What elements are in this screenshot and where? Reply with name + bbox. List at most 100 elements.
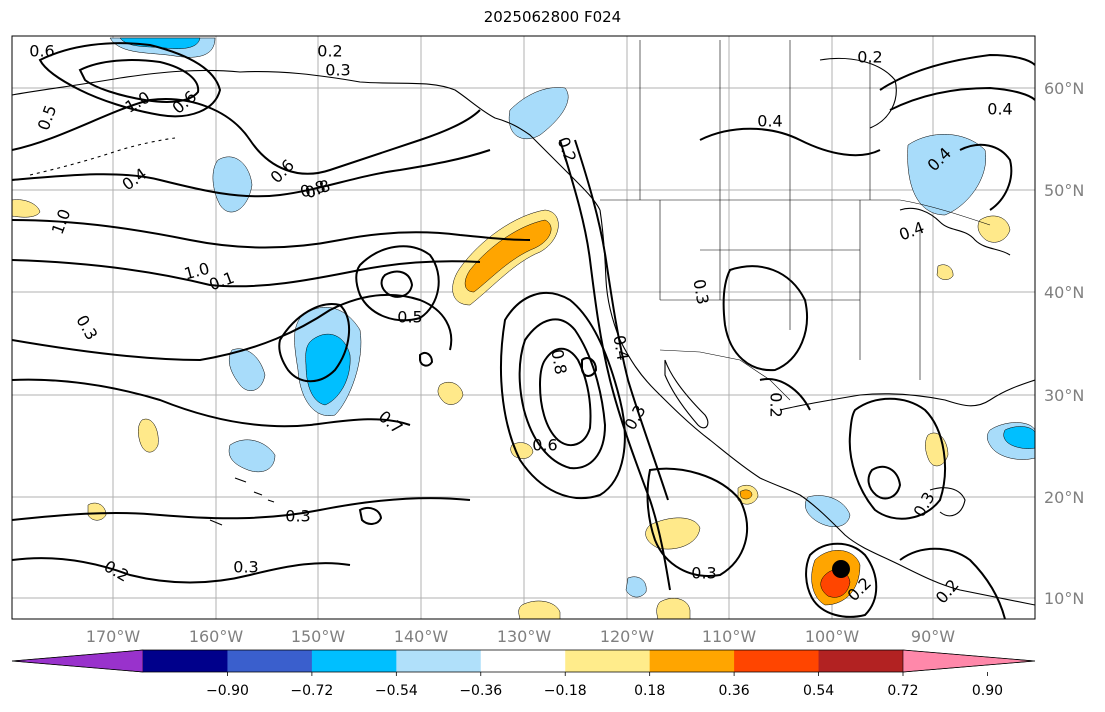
map-title: 2025062800 F024 — [483, 8, 622, 26]
latitude-label: 20°N — [1044, 488, 1084, 507]
colorbar-segment — [396, 650, 482, 672]
contour-line — [380, 270, 414, 298]
contour-label: 0.4 — [609, 334, 632, 362]
colorbar-tick-label: 0.54 — [803, 683, 834, 699]
contour-line — [867, 465, 902, 500]
colorbar-segment — [311, 650, 397, 672]
negative-anomaly-area — [907, 134, 987, 216]
colorbar-segment — [818, 650, 904, 672]
gulf-coast — [779, 379, 1035, 411]
colorbar-tick-label: −0.54 — [375, 683, 418, 699]
contour-line — [805, 542, 878, 618]
latitude-label: 40°N — [1044, 283, 1084, 302]
contour-label: 0.4 — [757, 112, 782, 131]
us-canada-border — [600, 199, 991, 226]
contour-label: 0.3 — [689, 278, 712, 306]
shaded-anomalies — [12, 37, 1035, 619]
contour-line — [12, 378, 411, 428]
contour-line — [12, 557, 351, 584]
colorbar-segment — [143, 650, 228, 672]
positive-anomaly-area — [138, 418, 159, 453]
coastlines — [12, 57, 1035, 606]
colorbar-outline — [11, 649, 1036, 673]
negative-anomaly-area — [1003, 426, 1035, 449]
contour-line — [581, 357, 598, 377]
positive-anomaly-area — [464, 219, 552, 293]
colorbar-ticks: −0.90 −0.72 −0.54 −0.36 −0.18 0.18 0.36 0.54 0.7… — [206, 672, 1003, 699]
colorbar-tick-label: −0.18 — [544, 683, 587, 699]
positive-anomaly-area — [437, 381, 464, 405]
contour-line — [574, 139, 669, 501]
contour-label: 0.3 — [691, 564, 716, 583]
longitude-label: 130°W — [497, 627, 552, 646]
colorbar-segment — [734, 650, 820, 672]
latitude-axis: 60°N 50°N 40°N 30°N 20°N 10°N — [1044, 79, 1084, 608]
baja-peninsula — [664, 359, 709, 429]
contour-label: 0.2 — [317, 42, 342, 61]
colorbar-tick-label: 0.36 — [719, 683, 750, 699]
canada-provinces — [639, 40, 871, 200]
contour-line — [78, 59, 200, 103]
contour-line — [538, 347, 592, 447]
contour-label: 0.3 — [325, 61, 350, 80]
contour-line — [12, 98, 481, 175]
latitude-label: 30°N — [1044, 386, 1084, 405]
storm-center-marker — [832, 560, 850, 578]
contour-line — [38, 42, 222, 118]
longitude-label: 90°W — [911, 627, 955, 646]
contour-line — [899, 547, 1006, 619]
contour-line — [848, 397, 946, 520]
contour-label: 0.6 — [29, 42, 54, 61]
longitude-axis: 170°W 160°W 150°W 140°W 130°W 120°W 110°… — [86, 627, 955, 646]
contour-line — [959, 143, 1013, 211]
colorbar-extend-min — [11, 649, 144, 673]
longitude-label: 160°W — [189, 627, 244, 646]
longitude-label: 170°W — [86, 627, 141, 646]
aleutian-islands — [29, 137, 176, 176]
contour-line — [355, 245, 440, 322]
positive-anomaly-area — [87, 502, 107, 521]
contour-label: 0.5 — [397, 308, 422, 327]
positive-anomaly-area — [645, 517, 701, 550]
borders — [600, 40, 991, 401]
colorbar-tick-label: −0.36 — [459, 683, 502, 699]
colorbar-segment — [227, 650, 313, 672]
contour-line — [699, 127, 881, 157]
positive-anomaly-area — [510, 442, 534, 459]
contour-label: 0.8 — [547, 348, 570, 376]
latitude-label: 50°N — [1044, 181, 1084, 200]
positive-anomaly-area — [12, 199, 41, 218]
alaska-coast — [12, 69, 601, 211]
latitude-label: 10°N — [1044, 589, 1084, 608]
hudson-bay — [819, 57, 897, 129]
negative-anomaly-area — [229, 348, 266, 391]
north-america-west-coast — [599, 209, 1035, 606]
contour-label: 0.2 — [857, 48, 882, 67]
positive-anomaly-area — [936, 264, 954, 280]
longitude-label: 150°W — [291, 627, 346, 646]
us-mexico-border — [659, 349, 791, 401]
colorbar-tick-label: 0.90 — [972, 683, 1003, 699]
colorbar-segment — [565, 650, 651, 672]
negative-anomaly-area — [305, 333, 351, 406]
negative-anomaly-area — [508, 87, 569, 140]
negative-anomaly-area — [805, 495, 851, 527]
state-lines — [659, 200, 921, 380]
contour-line — [518, 318, 607, 470]
colorbar-extend-max — [902, 649, 1036, 673]
positive-anomaly-area — [518, 600, 561, 619]
colorbar-segment — [480, 650, 566, 672]
longitude-label: 100°W — [805, 627, 860, 646]
contour-line — [646, 467, 749, 577]
contour-lines — [12, 42, 1035, 619]
contour-line — [12, 497, 471, 521]
contour-line — [12, 149, 491, 198]
negative-anomaly-area — [228, 439, 276, 473]
map-frame — [11, 35, 1036, 620]
colorbar-tick-label: −0.72 — [290, 683, 333, 699]
colorbar-tick-label: 0.72 — [887, 683, 918, 699]
hawaii — [209, 477, 275, 526]
contour-line — [419, 352, 434, 367]
longitude-label: 140°W — [394, 627, 449, 646]
